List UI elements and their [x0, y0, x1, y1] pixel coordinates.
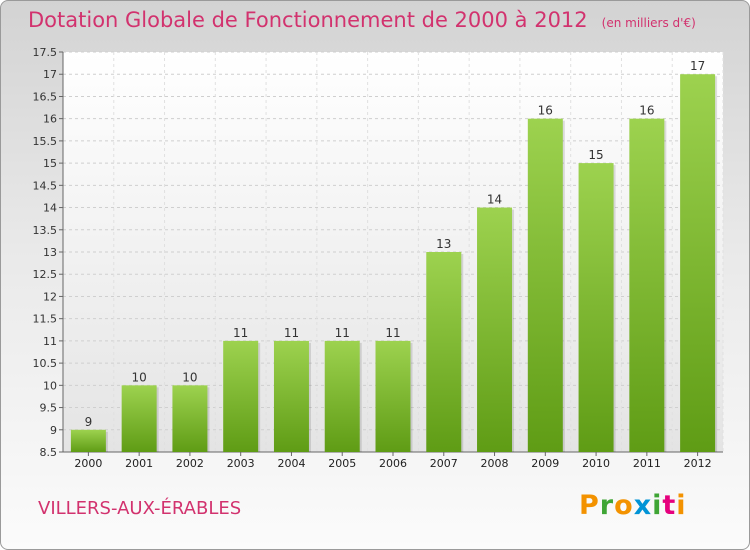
- data-label: 10: [132, 370, 147, 384]
- data-label: 16: [538, 104, 553, 118]
- x-tick-label: 2000: [74, 457, 102, 470]
- bar: [375, 340, 411, 452]
- y-tick-label: 17: [43, 68, 57, 81]
- proxiti-logo: Proxiti: [579, 490, 687, 521]
- data-label: 13: [436, 237, 451, 251]
- data-label: 11: [233, 326, 248, 340]
- x-tick-label: 2003: [227, 457, 255, 470]
- x-tick-label: 2012: [684, 457, 712, 470]
- logo-letter: x: [633, 490, 653, 521]
- chart-unit: (en milliers d'€): [601, 16, 696, 30]
- logo-letter: P: [579, 490, 600, 521]
- bar: [426, 252, 462, 452]
- y-tick-label: 15.5: [33, 135, 58, 148]
- data-label: 16: [639, 104, 654, 118]
- logo-letter: i: [652, 490, 663, 521]
- y-tick-label: 11.5: [33, 313, 58, 326]
- logo-letter: t: [662, 490, 677, 521]
- data-label: 14: [487, 193, 502, 207]
- data-label: 10: [182, 370, 197, 384]
- x-tick-label: 2008: [481, 457, 509, 470]
- y-tick-label: 15: [43, 157, 57, 170]
- x-tick-label: 2010: [582, 457, 610, 470]
- x-tick-label: 2002: [176, 457, 204, 470]
- bar: [70, 429, 106, 452]
- bar: [680, 74, 716, 452]
- y-tick-label: 10.5: [33, 357, 58, 370]
- chart-title-text: Dotation Globale de Fonctionnement de 20…: [28, 8, 588, 32]
- y-tick-label: 13: [43, 246, 57, 259]
- data-label: 11: [284, 326, 299, 340]
- bar: [629, 118, 665, 453]
- bar: [273, 340, 309, 452]
- chart-title: Dotation Globale de Fonctionnement de 20…: [28, 8, 696, 32]
- bar: [223, 340, 259, 452]
- bar: [324, 340, 360, 452]
- y-tick-label: 16.5: [33, 90, 58, 103]
- x-tick-label: 2001: [125, 457, 153, 470]
- x-tick-label: 2004: [277, 457, 305, 470]
- x-tick-label: 2007: [430, 457, 458, 470]
- commune-name: VILLERS-AUX-ÉRABLES: [38, 498, 242, 519]
- x-tick-label: 2005: [328, 457, 356, 470]
- y-tick-label: 14: [43, 202, 57, 215]
- data-label: 11: [335, 326, 350, 340]
- data-label: 17: [690, 59, 705, 73]
- bar: [121, 385, 157, 452]
- y-tick-label: 16: [43, 113, 57, 126]
- bar: [477, 207, 513, 452]
- y-tick-label: 14.5: [33, 179, 58, 192]
- logo-letter: i: [676, 490, 687, 521]
- y-tick-label: 8.5: [40, 446, 58, 459]
- y-tick-label: 12.5: [33, 268, 58, 281]
- y-tick-label: 12: [43, 290, 57, 303]
- y-tick-label: 10: [43, 379, 57, 392]
- bar: [172, 385, 208, 452]
- y-tick-label: 13.5: [33, 224, 58, 237]
- x-tick-label: 2011: [633, 457, 661, 470]
- y-tick-label: 9: [50, 424, 57, 437]
- y-tick-label: 11: [43, 335, 57, 348]
- x-tick-label: 2009: [531, 457, 559, 470]
- bar: [527, 118, 563, 453]
- x-tick-label: 2006: [379, 457, 407, 470]
- y-tick-label: 9.5: [40, 402, 58, 415]
- data-label: 11: [385, 326, 400, 340]
- data-label: 9: [85, 415, 93, 429]
- y-tick-label: 17.5: [33, 46, 58, 59]
- logo-letter: r: [599, 490, 615, 521]
- data-label: 15: [588, 148, 603, 162]
- logo-letter: o: [614, 490, 634, 521]
- bar: [578, 163, 614, 452]
